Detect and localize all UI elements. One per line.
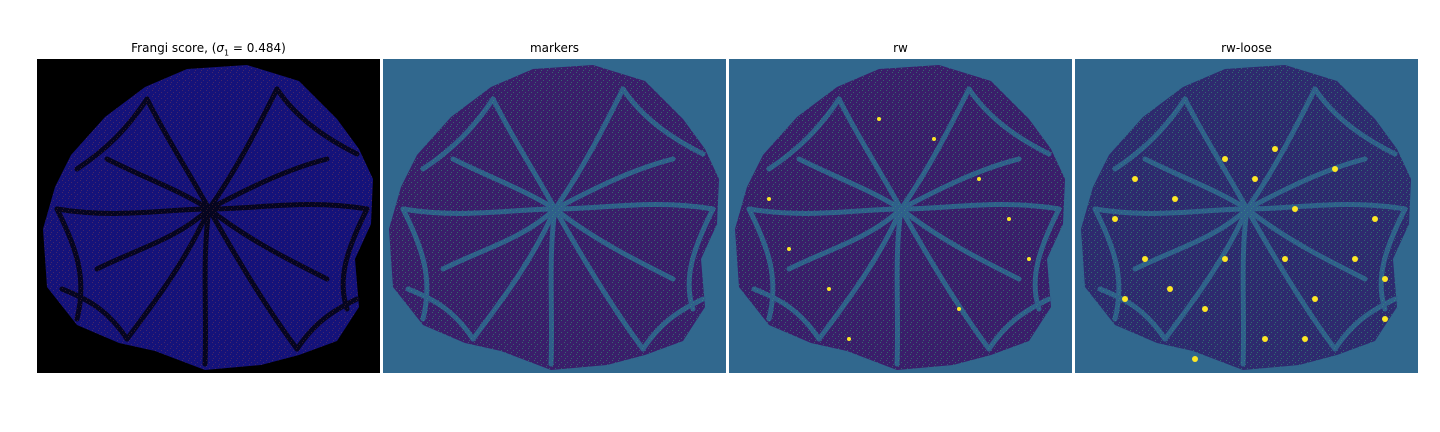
highlight-spots [767,117,1031,341]
panel-title-rw-loose: rw-loose [1221,41,1272,55]
highlight-spot [1027,257,1031,261]
highlight-spot [1222,256,1228,262]
highlight-spot [1282,256,1288,262]
highlight-spot [1372,216,1378,222]
highlight-spot [932,137,936,141]
rw-image [729,59,1072,373]
highlight-spot [1007,217,1011,221]
highlight-spot [1302,336,1308,342]
highlight-spot [957,307,961,311]
highlight-spot [1332,166,1338,172]
rw-loose-image [1075,59,1418,373]
panel-frangi: Frangi score, (σ1 = 0.484) [37,0,380,432]
highlight-spot [787,247,791,251]
highlight-spot [767,197,771,201]
highlight-spot [1382,316,1388,322]
panel-rw: rw [729,0,1072,432]
markers-image [383,59,726,373]
highlight-spot [1252,176,1258,182]
highlight-spot [1167,286,1173,292]
panel-markers: markers [383,0,726,432]
panel-title-rw: rw [893,41,908,55]
highlight-spot [827,287,831,291]
highlight-spot [1132,176,1138,182]
highlight-spot [847,337,851,341]
panel-title-markers: markers [529,41,580,55]
highlight-spot [877,117,881,121]
highlight-spots [1112,146,1388,362]
highlight-spot [1222,156,1228,162]
highlight-spot [1142,256,1148,262]
highlight-spot [1202,306,1208,312]
highlight-spot [1352,256,1358,262]
highlight-spot [1192,356,1198,362]
highlight-spot [1292,206,1298,212]
highlight-spot [1262,336,1268,342]
highlight-spot [1172,196,1178,202]
highlight-spot [977,177,981,181]
frangi-score-image [37,59,380,373]
highlight-spot [1122,296,1128,302]
highlight-spot [1312,296,1318,302]
highlight-spot [1272,146,1278,152]
highlight-spot [1382,276,1388,282]
panel-rw-loose: rw-loose [1075,0,1418,432]
highlight-spot [1112,216,1118,222]
panel-title-frangi: Frangi score, (σ1 = 0.484) [131,41,286,58]
